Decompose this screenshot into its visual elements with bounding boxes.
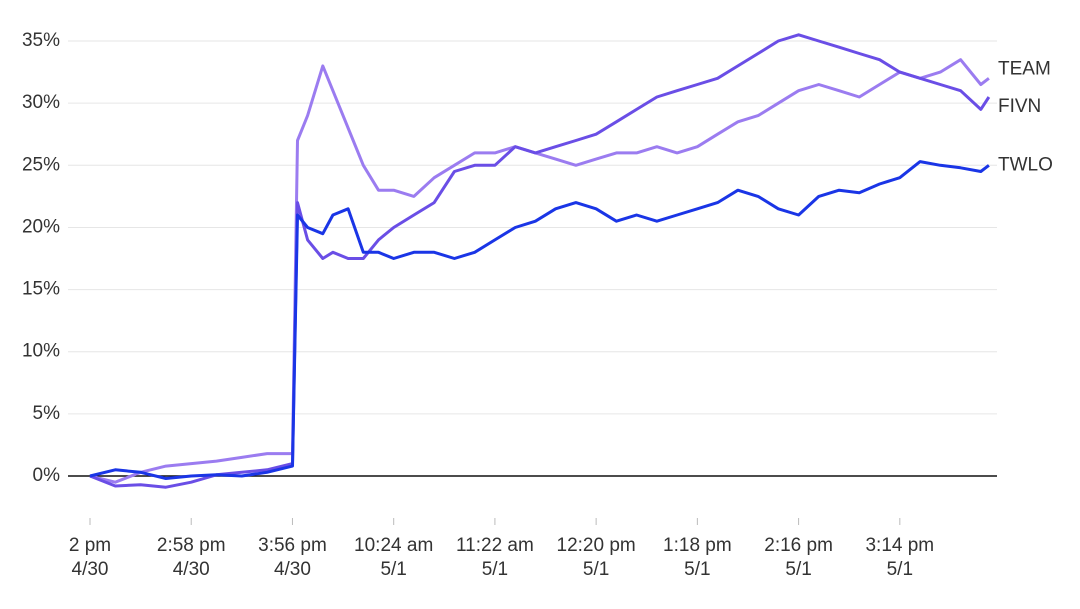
x-tick-label: 3:56 pm 4/30	[258, 535, 327, 580]
line-series	[89, 160, 990, 480]
y-tick-label: 25%	[22, 154, 60, 175]
y-tick-label: 15%	[22, 279, 60, 300]
series-label: FIVN	[998, 96, 1041, 117]
x-tick-label: 2 pm 4/30	[68, 535, 112, 580]
series-label: TEAM	[998, 58, 1051, 79]
x-tick-label: 12:20 pm 5/1	[556, 535, 636, 580]
y-tick-label: 0%	[33, 465, 61, 486]
y-tick-label: 5%	[33, 403, 61, 424]
x-tick-label: 2:16 pm 5/1	[764, 535, 833, 580]
y-tick-label: 35%	[22, 30, 60, 51]
x-tick-label: 11:22 am 5/1	[456, 535, 534, 580]
series-label: TWLO	[998, 154, 1053, 175]
y-tick-label: 20%	[22, 216, 60, 237]
x-tick-label: 3:14 pm 5/1	[865, 535, 935, 580]
y-tick-label: 30%	[22, 92, 60, 113]
y-tick-label: 10%	[22, 341, 60, 362]
x-tick-label: 2:58 pm 4/30	[156, 535, 226, 580]
line-series	[89, 33, 991, 489]
x-tick-label: 1:18 pm 5/1	[663, 535, 732, 580]
line-series	[89, 58, 990, 484]
x-tick-label: 10:24 am 5/1	[354, 535, 434, 580]
